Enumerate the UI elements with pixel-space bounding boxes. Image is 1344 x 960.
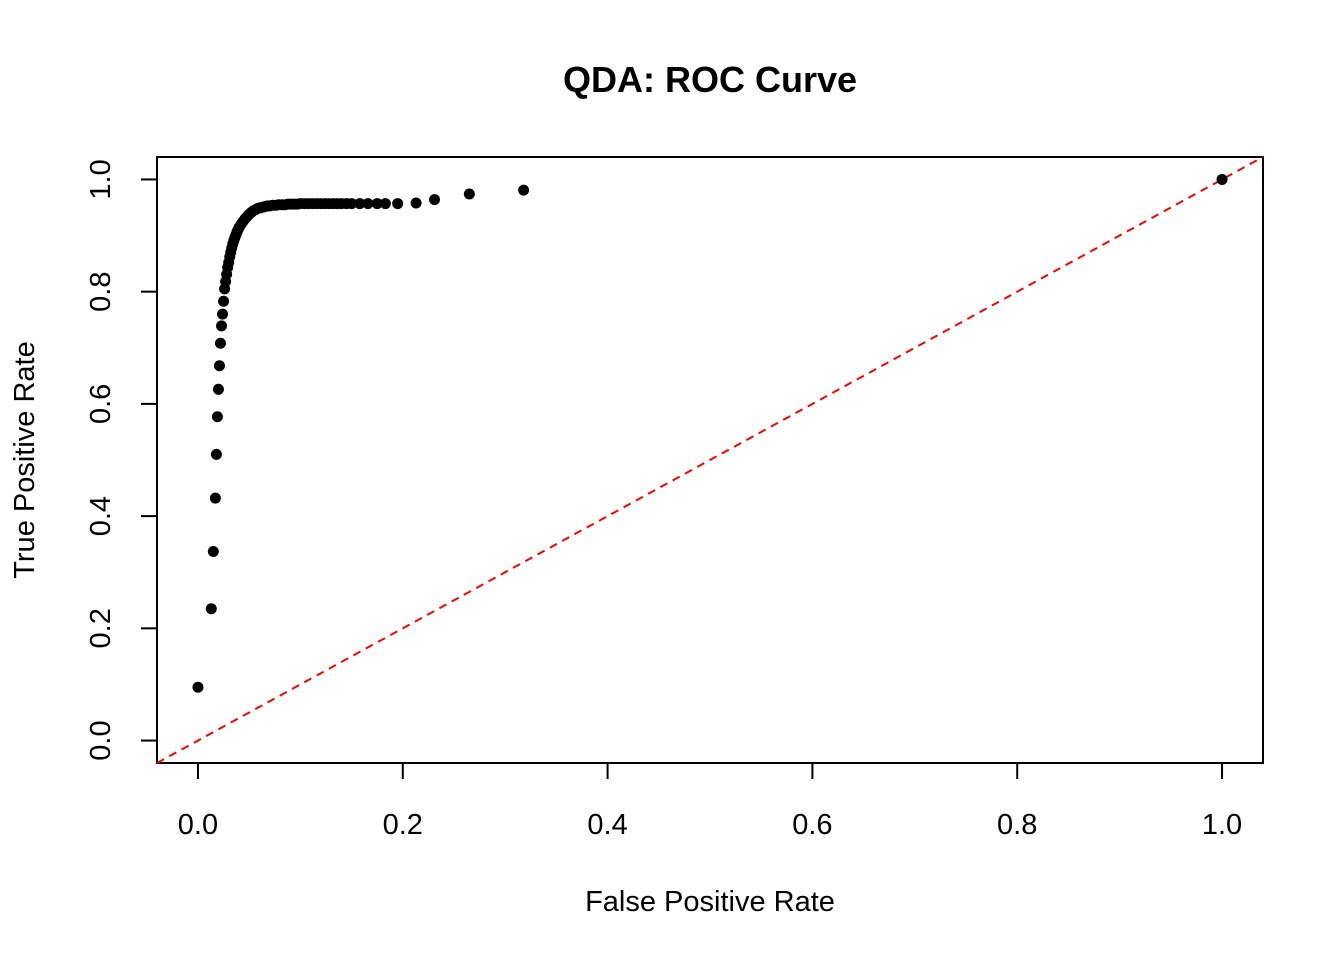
x-tick-label: 0.6 xyxy=(792,809,832,841)
roc-point xyxy=(192,681,204,693)
roc-point xyxy=(214,337,226,349)
roc-points xyxy=(192,173,1228,693)
roc-point xyxy=(392,198,404,210)
roc-point xyxy=(209,492,221,504)
roc-point xyxy=(1216,173,1228,185)
roc-point xyxy=(216,320,228,332)
x-tick-label: 0.0 xyxy=(178,809,218,841)
x-axis-label: False Positive Rate xyxy=(585,886,835,918)
roc-point xyxy=(371,198,383,210)
x-tick-label: 1.0 xyxy=(1202,809,1242,841)
y-axis: 0.0 0.2 0.4 0.6 0.8 1.0 xyxy=(85,159,157,761)
roc-point xyxy=(463,188,475,200)
y-tick-label: 0.8 xyxy=(85,272,117,312)
plot-frame xyxy=(156,156,1264,764)
roc-point xyxy=(205,603,217,615)
roc-point xyxy=(429,194,441,206)
x-tick-label: 0.4 xyxy=(587,809,627,841)
y-tick-label: 1.0 xyxy=(85,159,117,199)
x-tick-label: 0.2 xyxy=(383,809,423,841)
reference-diagonal-line xyxy=(156,156,1264,764)
x-axis: 0.0 0.2 0.4 0.6 0.8 1.0 xyxy=(178,763,1242,841)
roc-point xyxy=(362,198,374,210)
y-tick-label: 0.2 xyxy=(85,608,117,648)
y-tick-label: 0.0 xyxy=(85,720,117,760)
y-tick-label: 0.6 xyxy=(85,384,117,424)
roc-point xyxy=(518,184,530,196)
roc-point xyxy=(211,411,223,423)
roc-point xyxy=(210,448,222,460)
roc-point xyxy=(218,295,230,307)
x-tick-label: 0.8 xyxy=(997,809,1037,841)
roc-point xyxy=(207,545,219,557)
y-tick-label: 0.4 xyxy=(85,496,117,536)
roc-point xyxy=(217,308,229,320)
chart-title: QDA: ROC Curve xyxy=(563,59,857,100)
y-axis-label: True Positive Rate xyxy=(9,341,41,578)
roc-point xyxy=(410,197,422,209)
roc-point xyxy=(354,198,366,210)
roc-point xyxy=(213,360,225,372)
roc-point xyxy=(379,198,391,210)
roc-point xyxy=(346,198,358,210)
roc-point xyxy=(212,383,224,395)
